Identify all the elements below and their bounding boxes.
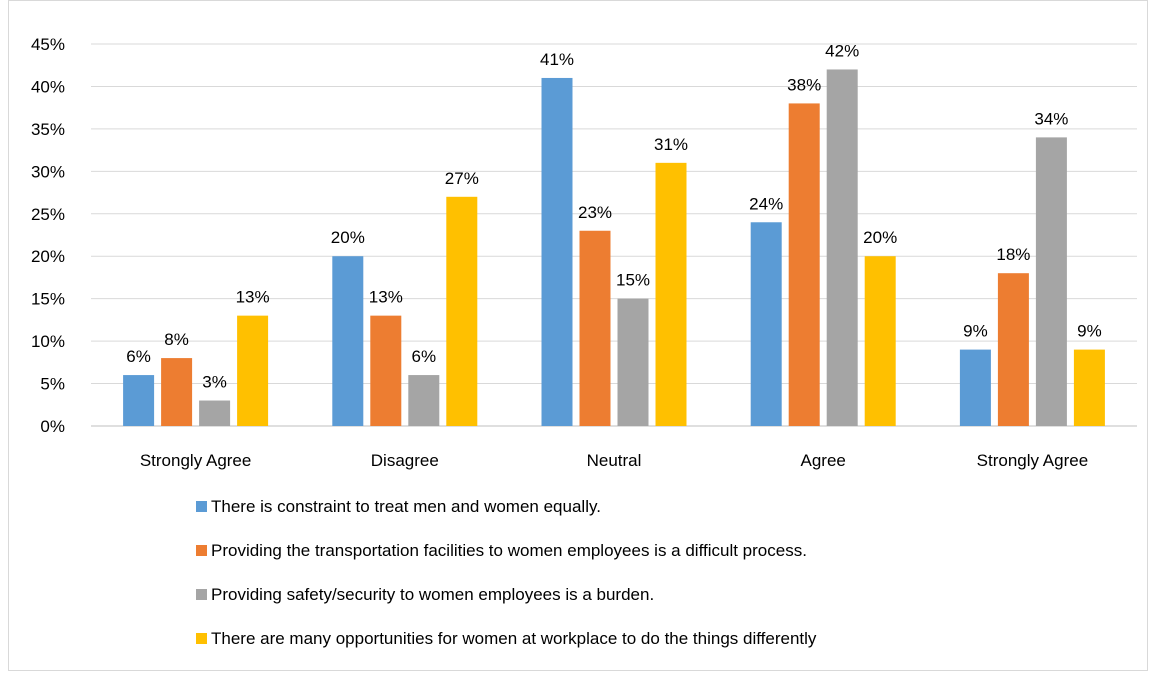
bar-chart: 0% 5% 10% 15% 20% 25% 30% 35% 40% 45% 6% 8% 3% 13% Str… bbox=[31, 35, 1137, 470]
bar bbox=[617, 298, 649, 426]
bar bbox=[408, 375, 440, 426]
data-label: 38% bbox=[787, 75, 821, 94]
legend-item-series-2: Providing the transportation facilities … bbox=[196, 541, 807, 561]
legend-swatch-series-4 bbox=[196, 633, 207, 644]
data-label: 31% bbox=[654, 135, 688, 154]
bar bbox=[750, 222, 782, 426]
x-tick-label: Strongly Agree bbox=[140, 451, 252, 470]
legend-label-series-2: Providing the transportation facilities … bbox=[211, 541, 807, 560]
bar bbox=[199, 400, 231, 426]
chart-frame bbox=[8, 0, 1148, 671]
x-tick-label: Strongly Agree bbox=[977, 451, 1089, 470]
y-tick-label: 30% bbox=[31, 162, 65, 181]
y-tick-label: 15% bbox=[31, 290, 65, 309]
bar bbox=[864, 256, 896, 426]
y-tick-label: 35% bbox=[31, 120, 65, 139]
legend-swatch-series-1 bbox=[196, 501, 207, 512]
bar bbox=[446, 196, 478, 426]
x-tick-label: Disagree bbox=[371, 451, 439, 470]
bar bbox=[959, 349, 991, 426]
bar bbox=[541, 77, 573, 426]
y-tick-label: 0% bbox=[40, 417, 65, 436]
data-label: 9% bbox=[963, 322, 988, 341]
bar bbox=[123, 375, 155, 426]
legend-label-series-4: There are many opportunities for women a… bbox=[211, 629, 817, 648]
bar bbox=[579, 230, 611, 426]
y-tick-label: 25% bbox=[31, 205, 65, 224]
data-label: 23% bbox=[578, 203, 612, 222]
data-label: 6% bbox=[126, 347, 151, 366]
data-label: 34% bbox=[1034, 109, 1068, 128]
legend-item-series-3: Providing safety/security to women emplo… bbox=[196, 585, 654, 605]
data-label: 9% bbox=[1077, 322, 1102, 341]
bar bbox=[655, 162, 687, 426]
data-label: 27% bbox=[445, 169, 479, 188]
data-label: 13% bbox=[236, 288, 270, 307]
data-label: 20% bbox=[863, 228, 897, 247]
legend-swatch-series-3 bbox=[196, 589, 207, 600]
legend-item-series-4: There are many opportunities for women a… bbox=[196, 629, 816, 649]
bar bbox=[161, 358, 193, 426]
legend-item-series-1: There is constraint to treat men and wom… bbox=[196, 497, 601, 517]
y-tick-label: 20% bbox=[31, 247, 65, 266]
data-label: 24% bbox=[749, 194, 783, 213]
data-label: 13% bbox=[369, 288, 403, 307]
bar bbox=[237, 315, 269, 426]
bar bbox=[370, 315, 402, 426]
bar bbox=[788, 103, 820, 426]
legend-label-series-1: There is constraint to treat men and wom… bbox=[211, 497, 601, 516]
bar bbox=[997, 273, 1029, 426]
bar bbox=[1035, 137, 1067, 426]
x-tick-label: Neutral bbox=[587, 451, 642, 470]
data-label: 18% bbox=[996, 245, 1030, 264]
bar bbox=[826, 69, 858, 426]
data-label: 41% bbox=[540, 50, 574, 69]
data-label: 8% bbox=[164, 330, 189, 349]
y-tick-label: 40% bbox=[31, 77, 65, 96]
data-label: 42% bbox=[825, 41, 859, 60]
legend-label-series-3: Providing safety/security to women emplo… bbox=[211, 585, 655, 604]
y-tick-label: 10% bbox=[31, 332, 65, 351]
data-label: 3% bbox=[202, 373, 227, 392]
bar bbox=[332, 256, 364, 426]
data-label: 15% bbox=[616, 271, 650, 290]
legend-swatch-series-2 bbox=[196, 545, 207, 556]
y-tick-label: 5% bbox=[40, 375, 65, 394]
data-label: 20% bbox=[331, 228, 365, 247]
bar bbox=[1073, 349, 1105, 426]
data-label: 6% bbox=[412, 347, 437, 366]
x-tick-label: Agree bbox=[801, 451, 846, 470]
y-tick-label: 45% bbox=[31, 35, 65, 54]
